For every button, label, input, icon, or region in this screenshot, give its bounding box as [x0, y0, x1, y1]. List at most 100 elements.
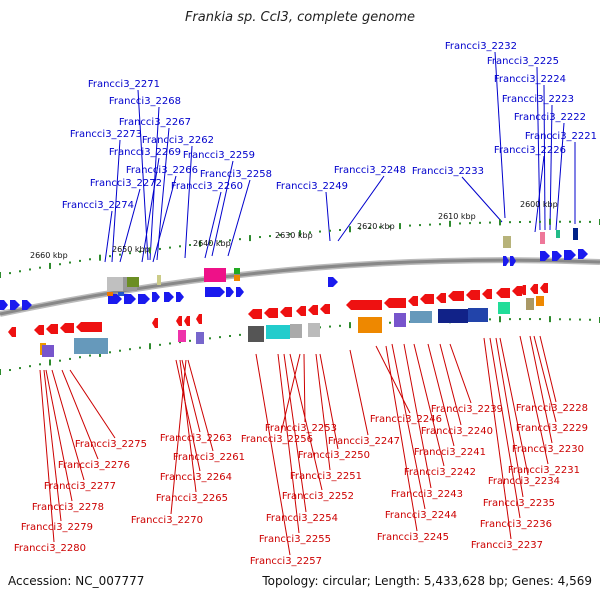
bottom-tick-dot [499, 316, 501, 323]
bottom-feature-box [438, 309, 468, 323]
top-gene-label: Francci3_2273 [70, 129, 142, 140]
top-tick-dot [479, 221, 481, 224]
top-tick-dot [559, 220, 561, 223]
top-gene-arrow [540, 251, 550, 261]
bottom-gene-label: Francci3_2229 [516, 423, 588, 434]
top-feature-box [573, 228, 578, 240]
top-gene-label: Francci3_2248 [334, 165, 406, 176]
top-leader-line [543, 84, 546, 231]
genome-summary: Topology: circular; Length: 5,433,628 bp… [262, 574, 592, 588]
bottom-gene-arrow [496, 288, 510, 298]
bottom-gene-label: Francci3_2240 [421, 426, 493, 437]
top-tick-dot [439, 223, 441, 226]
top-gene-label: Francci3_2272 [90, 178, 162, 189]
top-gene-label: Francci3_2226 [494, 145, 566, 156]
bottom-leader-line [289, 353, 323, 491]
bottom-feature-box [74, 338, 108, 354]
bottom-leader-line [499, 337, 529, 476]
top-tick-dot [229, 239, 231, 242]
top-gene-arrow [22, 300, 32, 310]
top-gene-arrow [108, 294, 122, 304]
bottom-tick-dot [589, 318, 591, 321]
bottom-tick-dot [559, 318, 561, 321]
bottom-gene-arrow [46, 324, 58, 334]
top-gene-arrow [10, 300, 20, 310]
top-tick-dot [549, 218, 551, 225]
bottom-tick-dot [579, 318, 581, 321]
bottom-tick-dot [49, 359, 51, 366]
bottom-tick-dot [89, 354, 91, 357]
top-tick-dot [319, 230, 321, 233]
bottom-gene-arrow [60, 323, 74, 333]
bottom-gene-label: Francci3_2246 [370, 414, 442, 425]
bottom-gene-arrow [308, 305, 318, 315]
bottom-tick-dot [39, 363, 41, 366]
bottom-tick-dot [29, 365, 31, 368]
top-gene-label: Francci3_2266 [126, 165, 198, 176]
bottom-tick-dot [159, 343, 161, 346]
bottom-leader-line [533, 335, 557, 423]
top-leader-line [104, 210, 113, 263]
bottom-gene-label: Francci3_2263 [160, 433, 232, 444]
top-tick-dot [589, 220, 591, 223]
top-gene-label: Francci3_2233 [412, 166, 484, 177]
bottom-leader-line [391, 343, 426, 510]
bottom-gene-label: Francci3_2244 [385, 510, 457, 521]
bottom-gene-label: Francci3_2265 [156, 493, 228, 504]
bottom-leader-line [529, 335, 553, 444]
top-gene-arrow [164, 292, 174, 302]
top-tick-dot [179, 245, 181, 248]
top-tick-dot [129, 252, 131, 255]
top-tick-dot [529, 220, 531, 223]
top-leader-line [461, 176, 503, 223]
bottom-gene-arrow [296, 306, 306, 316]
top-tick-dot [469, 222, 471, 225]
top-tick-dot [399, 223, 401, 230]
bottom-tick-dot [389, 321, 391, 324]
bottom-gene-arrow [466, 290, 480, 300]
top-tick-dot [509, 221, 511, 224]
top-tick-dot [309, 231, 311, 234]
top-tick-dot [39, 266, 41, 269]
bottom-leader-line [175, 359, 201, 472]
top-leader-line [141, 157, 160, 263]
kbp-label: 2610 kbp [438, 212, 476, 221]
top-tick-dot [279, 234, 281, 237]
bottom-gene-arrow [280, 307, 292, 317]
top-gene-label: Francci3_2249 [276, 181, 348, 192]
bottom-gene-arrow [408, 296, 418, 306]
top-tick-dot [249, 235, 251, 242]
top-leader-line [119, 188, 141, 263]
bottom-gene-label: Francci3_2279 [21, 522, 93, 533]
top-tick-dot [429, 223, 431, 226]
top-tick-dot [569, 220, 571, 223]
bottom-leader-line [280, 353, 301, 434]
bottom-leader-line [483, 337, 512, 540]
top-tick-dot [449, 220, 451, 227]
top-gene-label: Francci3_2271 [88, 79, 160, 90]
top-tick-dot [579, 220, 581, 223]
bottom-gene-label: Francci3_2234 [488, 476, 560, 487]
top-tick-dot [369, 226, 371, 229]
top-feature-stripe [118, 292, 124, 296]
bottom-leader-line [439, 343, 462, 426]
top-gene-label: Francci3_2262 [142, 135, 214, 146]
top-gene-arrow [510, 256, 516, 266]
top-feature-box [127, 277, 139, 287]
bottom-leader-line [519, 335, 549, 465]
kbp-label: 2660 kbp [30, 251, 68, 260]
bottom-gene-arrow [264, 308, 278, 318]
bottom-gene-arrow [76, 322, 102, 332]
bottom-gene-arrow [520, 285, 526, 295]
bottom-gene-label: Francci3_2270 [131, 515, 203, 526]
top-tick-dot [219, 240, 221, 243]
bottom-tick-dot [169, 342, 171, 345]
bottom-leader-line [51, 369, 85, 481]
bottom-gene-label: Francci3_2255 [259, 534, 331, 545]
bottom-gene-arrow [540, 283, 548, 293]
top-tick-dot [49, 262, 51, 269]
bottom-gene-label: Francci3_2280 [14, 543, 86, 554]
bottom-feature-box [536, 296, 544, 306]
bottom-gene-label: Francci3_2261 [173, 452, 245, 463]
bottom-gene-label: Francci3_2245 [377, 532, 449, 543]
